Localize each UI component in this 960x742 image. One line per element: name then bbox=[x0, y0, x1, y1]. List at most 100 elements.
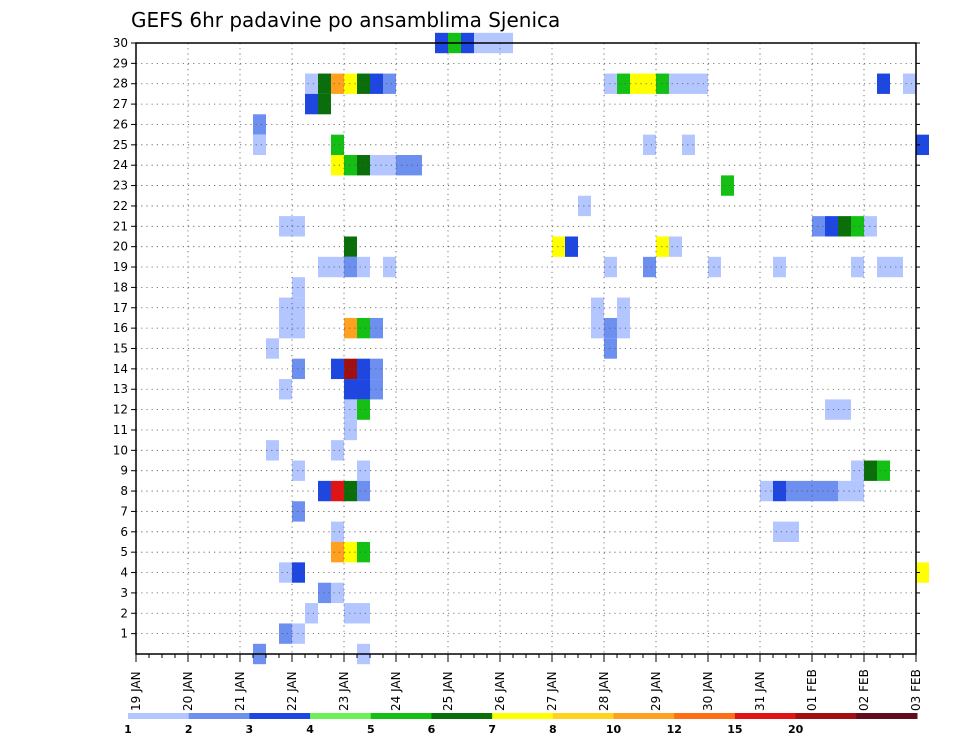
precip-cell-m1-s11 bbox=[279, 623, 292, 644]
precip-cell-m28-s40 bbox=[656, 73, 669, 94]
precip-cell-m19-s36 bbox=[604, 256, 617, 278]
y-tick-label: 29 bbox=[113, 56, 128, 70]
precip-cell-m16-s35 bbox=[591, 317, 604, 339]
x-tick-label: 24 JAN bbox=[389, 671, 403, 711]
x-tick-label: 25 JAN bbox=[441, 671, 455, 711]
precip-cell-m24-s16 bbox=[344, 155, 357, 176]
precip-cell-m17-s37 bbox=[617, 297, 630, 318]
precip-cell-m8-s49 bbox=[773, 480, 786, 502]
colorbar-swatch bbox=[128, 713, 190, 719]
precip-cell-m6-s15 bbox=[331, 521, 344, 542]
x-tick-label: 30 JAN bbox=[701, 671, 715, 711]
precip-cell-m8-s17 bbox=[357, 480, 370, 502]
precip-cell-m16-s37 bbox=[617, 317, 630, 339]
y-tick-label: 6 bbox=[120, 525, 128, 539]
precip-cell-m2-s13 bbox=[305, 603, 318, 624]
precip-cell-m9-s12 bbox=[292, 460, 305, 481]
precip-cell-m13-s17 bbox=[357, 379, 370, 400]
colorbar-swatch bbox=[613, 713, 675, 719]
y-tick-label: 9 bbox=[120, 464, 128, 478]
precip-cell-m12-s17 bbox=[357, 399, 370, 420]
precip-cell-m9-s57 bbox=[877, 460, 890, 481]
y-tick-label: 19 bbox=[113, 260, 128, 274]
precip-cell-m16-s36 bbox=[604, 317, 617, 339]
y-tick-label: 7 bbox=[120, 504, 128, 518]
precip-cell-m23-s45 bbox=[721, 175, 734, 196]
colorbar-swatch bbox=[249, 713, 311, 719]
y-tick-label: 23 bbox=[113, 179, 128, 193]
colorbar-swatch bbox=[856, 713, 918, 719]
colorbar: 1 2 3 4 5 6 7 8 10 12 15 20 bbox=[124, 713, 918, 736]
precip-cell-m19-s17 bbox=[357, 256, 370, 278]
y-tick-label: 11 bbox=[113, 423, 128, 437]
x-tick-label: 19 JAN bbox=[129, 671, 143, 711]
precip-cell-m25-s15 bbox=[331, 134, 344, 156]
precip-cell-m16-s17 bbox=[357, 317, 370, 339]
y-tick-label: 4 bbox=[120, 566, 128, 580]
y-tick-label: 26 bbox=[113, 117, 128, 131]
precip-cell-m28-s39 bbox=[643, 73, 656, 94]
y-tick-label: 1 bbox=[120, 627, 128, 641]
y-tick-label: 17 bbox=[113, 301, 128, 315]
precip-cell-m1-s12 bbox=[292, 623, 305, 644]
precip-cell-m20-s16 bbox=[344, 236, 357, 257]
x-tick-label: 26 JAN bbox=[493, 671, 507, 711]
precip-cell-m16-s12 bbox=[292, 317, 305, 339]
precip-cell-m2-s16 bbox=[344, 603, 357, 624]
precip-cell-m20-s41 bbox=[669, 236, 682, 257]
y-tick-label: 25 bbox=[113, 138, 128, 152]
precip-cell-m24-s17 bbox=[357, 155, 370, 176]
precip-cell-m16-s11 bbox=[279, 317, 292, 339]
precip-cell-m25-s42 bbox=[682, 134, 695, 156]
precip-cell-m28-s42 bbox=[682, 73, 695, 94]
precip-cell-m20-s40 bbox=[656, 236, 669, 257]
precip-cell-m3-s15 bbox=[331, 582, 344, 604]
precip-cell-m28-s36 bbox=[604, 73, 617, 94]
colorbar-label: 7 bbox=[488, 723, 496, 736]
precip-cell-m12-s16 bbox=[344, 399, 357, 420]
precip-cell-m13-s16 bbox=[344, 379, 357, 400]
precip-cell-m8-s15 bbox=[331, 480, 344, 502]
precip-cell-m25-s9 bbox=[253, 134, 266, 156]
precip-cell-m8-s16 bbox=[344, 480, 357, 502]
y-tick-label: 2 bbox=[120, 606, 128, 620]
y-tick-label: 24 bbox=[113, 158, 128, 172]
x-tick-label: 27 JAN bbox=[545, 671, 559, 711]
precip-cell-m10-s10 bbox=[266, 440, 279, 461]
precip-cell-m10-s15 bbox=[331, 440, 344, 461]
colorbar-swatch bbox=[310, 713, 372, 719]
precip-cell-m17-s11 bbox=[279, 297, 292, 318]
precip-cell-m15-s36 bbox=[604, 338, 617, 359]
x-tick-label: 31 JAN bbox=[753, 671, 767, 711]
x-tick-label: 22 JAN bbox=[285, 671, 299, 711]
x-tick-label: 29 JAN bbox=[649, 671, 663, 711]
colorbar-label: 10 bbox=[606, 723, 622, 736]
precip-cell-m28-s38 bbox=[630, 73, 643, 94]
colorbar-label: 3 bbox=[246, 723, 254, 736]
y-tick-label: 3 bbox=[120, 586, 128, 600]
precip-cell-m19-s16 bbox=[344, 256, 357, 278]
precip-cell-m21-s12 bbox=[292, 216, 305, 237]
precip-cell-m24-s15 bbox=[331, 155, 344, 176]
precip-cell-m19-s39 bbox=[643, 256, 656, 278]
heatmap-cells bbox=[253, 32, 929, 665]
precip-cell-m28-s16 bbox=[344, 73, 357, 94]
y-tick-label: 22 bbox=[113, 199, 128, 213]
y-tick-label: 15 bbox=[113, 342, 128, 356]
y-tick-label: 18 bbox=[113, 280, 128, 294]
precip-cell-m22-s34 bbox=[578, 195, 591, 217]
precip-cell-m16-s18 bbox=[370, 317, 383, 339]
x-tick-label: 21 JAN bbox=[233, 671, 247, 711]
precip-cell-m24-s18 bbox=[370, 155, 383, 176]
precip-cell-m17-s35 bbox=[591, 297, 604, 318]
y-tick-label: 13 bbox=[113, 382, 128, 396]
precip-cell-m24-s21 bbox=[409, 155, 422, 176]
precip-cell-m25-s39 bbox=[643, 134, 656, 156]
colorbar-label: 15 bbox=[727, 723, 742, 736]
y-tick-label: 16 bbox=[113, 321, 128, 335]
precip-cell-m25-s60 bbox=[916, 134, 929, 156]
precip-cell-m8-s52 bbox=[812, 480, 825, 502]
y-tick-label: 12 bbox=[113, 403, 128, 417]
precip-cell-m5-s17 bbox=[357, 541, 370, 563]
precip-cell-m12-s53 bbox=[825, 399, 838, 420]
